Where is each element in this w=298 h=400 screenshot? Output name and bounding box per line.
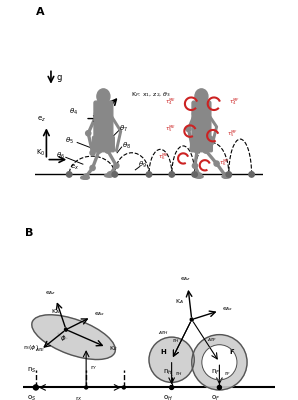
Circle shape <box>34 386 38 390</box>
Ellipse shape <box>195 175 203 178</box>
Circle shape <box>65 328 68 331</box>
Circle shape <box>223 173 228 178</box>
Circle shape <box>214 161 219 166</box>
Text: $\theta_9$: $\theta_9$ <box>138 160 147 170</box>
FancyBboxPatch shape <box>190 136 212 152</box>
Text: $_A$r$_F$: $_A$r$_F$ <box>207 335 217 344</box>
Circle shape <box>114 163 119 168</box>
Circle shape <box>217 386 221 390</box>
Text: $\tau_6^{ME}$: $\tau_6^{ME}$ <box>158 151 170 162</box>
Text: o$_S$: o$_S$ <box>27 394 37 400</box>
Circle shape <box>149 337 194 382</box>
Circle shape <box>107 172 113 177</box>
Text: $\theta_7$: $\theta_7$ <box>119 124 128 134</box>
Circle shape <box>146 172 152 177</box>
Text: e$_{Ax}$: e$_{Ax}$ <box>222 306 233 314</box>
Text: $\theta_5$: $\theta_5$ <box>65 136 74 146</box>
Ellipse shape <box>222 175 231 178</box>
Text: n$_H$: n$_H$ <box>163 368 173 377</box>
Text: r$_S$($\phi$): r$_S$($\phi$) <box>23 343 39 352</box>
Circle shape <box>190 318 193 321</box>
Text: $\theta_8$: $\theta_8$ <box>122 141 131 151</box>
Ellipse shape <box>105 174 113 177</box>
Text: e$_z$: e$_z$ <box>37 115 46 124</box>
FancyBboxPatch shape <box>192 101 211 142</box>
Text: $\tau_4^{ME}$: $\tau_4^{ME}$ <box>165 96 176 107</box>
Ellipse shape <box>195 89 208 104</box>
Text: r$_F$: r$_F$ <box>224 369 232 378</box>
Circle shape <box>203 148 208 153</box>
Text: g: g <box>57 73 62 82</box>
Text: A: A <box>36 7 45 17</box>
Circle shape <box>192 111 198 116</box>
Text: $_A$r$_E$: $_A$r$_E$ <box>35 345 46 354</box>
Circle shape <box>94 111 100 116</box>
Circle shape <box>190 146 195 151</box>
Circle shape <box>90 165 95 170</box>
Text: K$_P$: x$_1$, z$_2$, $\theta_3$: K$_P$: x$_1$, z$_2$, $\theta_3$ <box>131 90 171 99</box>
Circle shape <box>226 172 232 177</box>
Text: e$_{Az}$: e$_{Az}$ <box>45 289 57 297</box>
Text: $\tau_5^{MF}$: $\tau_5^{MF}$ <box>226 128 238 139</box>
Text: H: H <box>160 349 166 355</box>
Text: $\tau_6^{MF}$: $\tau_6^{MF}$ <box>218 158 230 168</box>
Circle shape <box>186 126 191 132</box>
Text: F: F <box>229 349 234 355</box>
Text: n$_F$: n$_F$ <box>211 368 220 377</box>
Text: K$_A$: K$_A$ <box>175 298 184 306</box>
Circle shape <box>197 173 202 178</box>
Circle shape <box>66 172 72 177</box>
Text: $_A$r$_H$: $_A$r$_H$ <box>158 328 169 336</box>
FancyBboxPatch shape <box>92 136 114 152</box>
Circle shape <box>83 174 89 179</box>
Circle shape <box>105 148 110 153</box>
Text: r$_X$: r$_X$ <box>75 394 83 400</box>
Text: B: B <box>24 228 33 238</box>
FancyBboxPatch shape <box>94 101 113 142</box>
Circle shape <box>90 150 95 155</box>
Text: $\tau_4^{MF}$: $\tau_4^{MF}$ <box>229 96 240 107</box>
Text: K$_E$: K$_E$ <box>109 344 118 353</box>
Circle shape <box>192 335 247 390</box>
Text: $\theta_6$: $\theta_6$ <box>55 151 65 161</box>
Circle shape <box>192 163 198 168</box>
Ellipse shape <box>32 315 115 360</box>
Text: r$_H$: r$_H$ <box>172 336 179 345</box>
Text: e$_{Ax}$: e$_{Ax}$ <box>94 310 105 318</box>
Text: $\tau_5^{ME}$: $\tau_5^{ME}$ <box>165 124 176 134</box>
Circle shape <box>86 131 91 136</box>
Circle shape <box>170 386 174 390</box>
Circle shape <box>122 386 125 389</box>
Text: K$_0$: K$_0$ <box>36 148 46 158</box>
Ellipse shape <box>81 176 89 179</box>
Text: $\phi$: $\phi$ <box>60 334 67 343</box>
Circle shape <box>195 148 200 153</box>
Circle shape <box>85 386 88 389</box>
Text: n$_S$: n$_S$ <box>27 366 37 375</box>
Circle shape <box>112 172 117 177</box>
Circle shape <box>33 385 38 390</box>
Ellipse shape <box>97 89 110 104</box>
Circle shape <box>249 172 254 177</box>
Text: e$_x$: e$_x$ <box>70 162 80 172</box>
Text: r$_Y$: r$_Y$ <box>90 363 97 372</box>
Text: $\theta_4$: $\theta_4$ <box>69 107 78 118</box>
Text: o$_H$: o$_H$ <box>163 394 173 400</box>
Circle shape <box>192 172 197 177</box>
Text: e$_{Az}$: e$_{Az}$ <box>180 275 191 283</box>
Text: o$_F$: o$_F$ <box>211 394 220 400</box>
Circle shape <box>97 148 102 153</box>
Circle shape <box>202 345 237 380</box>
Text: r$_H$: r$_H$ <box>176 369 183 378</box>
Text: K$_A$: K$_A$ <box>51 308 60 316</box>
Circle shape <box>169 172 175 177</box>
